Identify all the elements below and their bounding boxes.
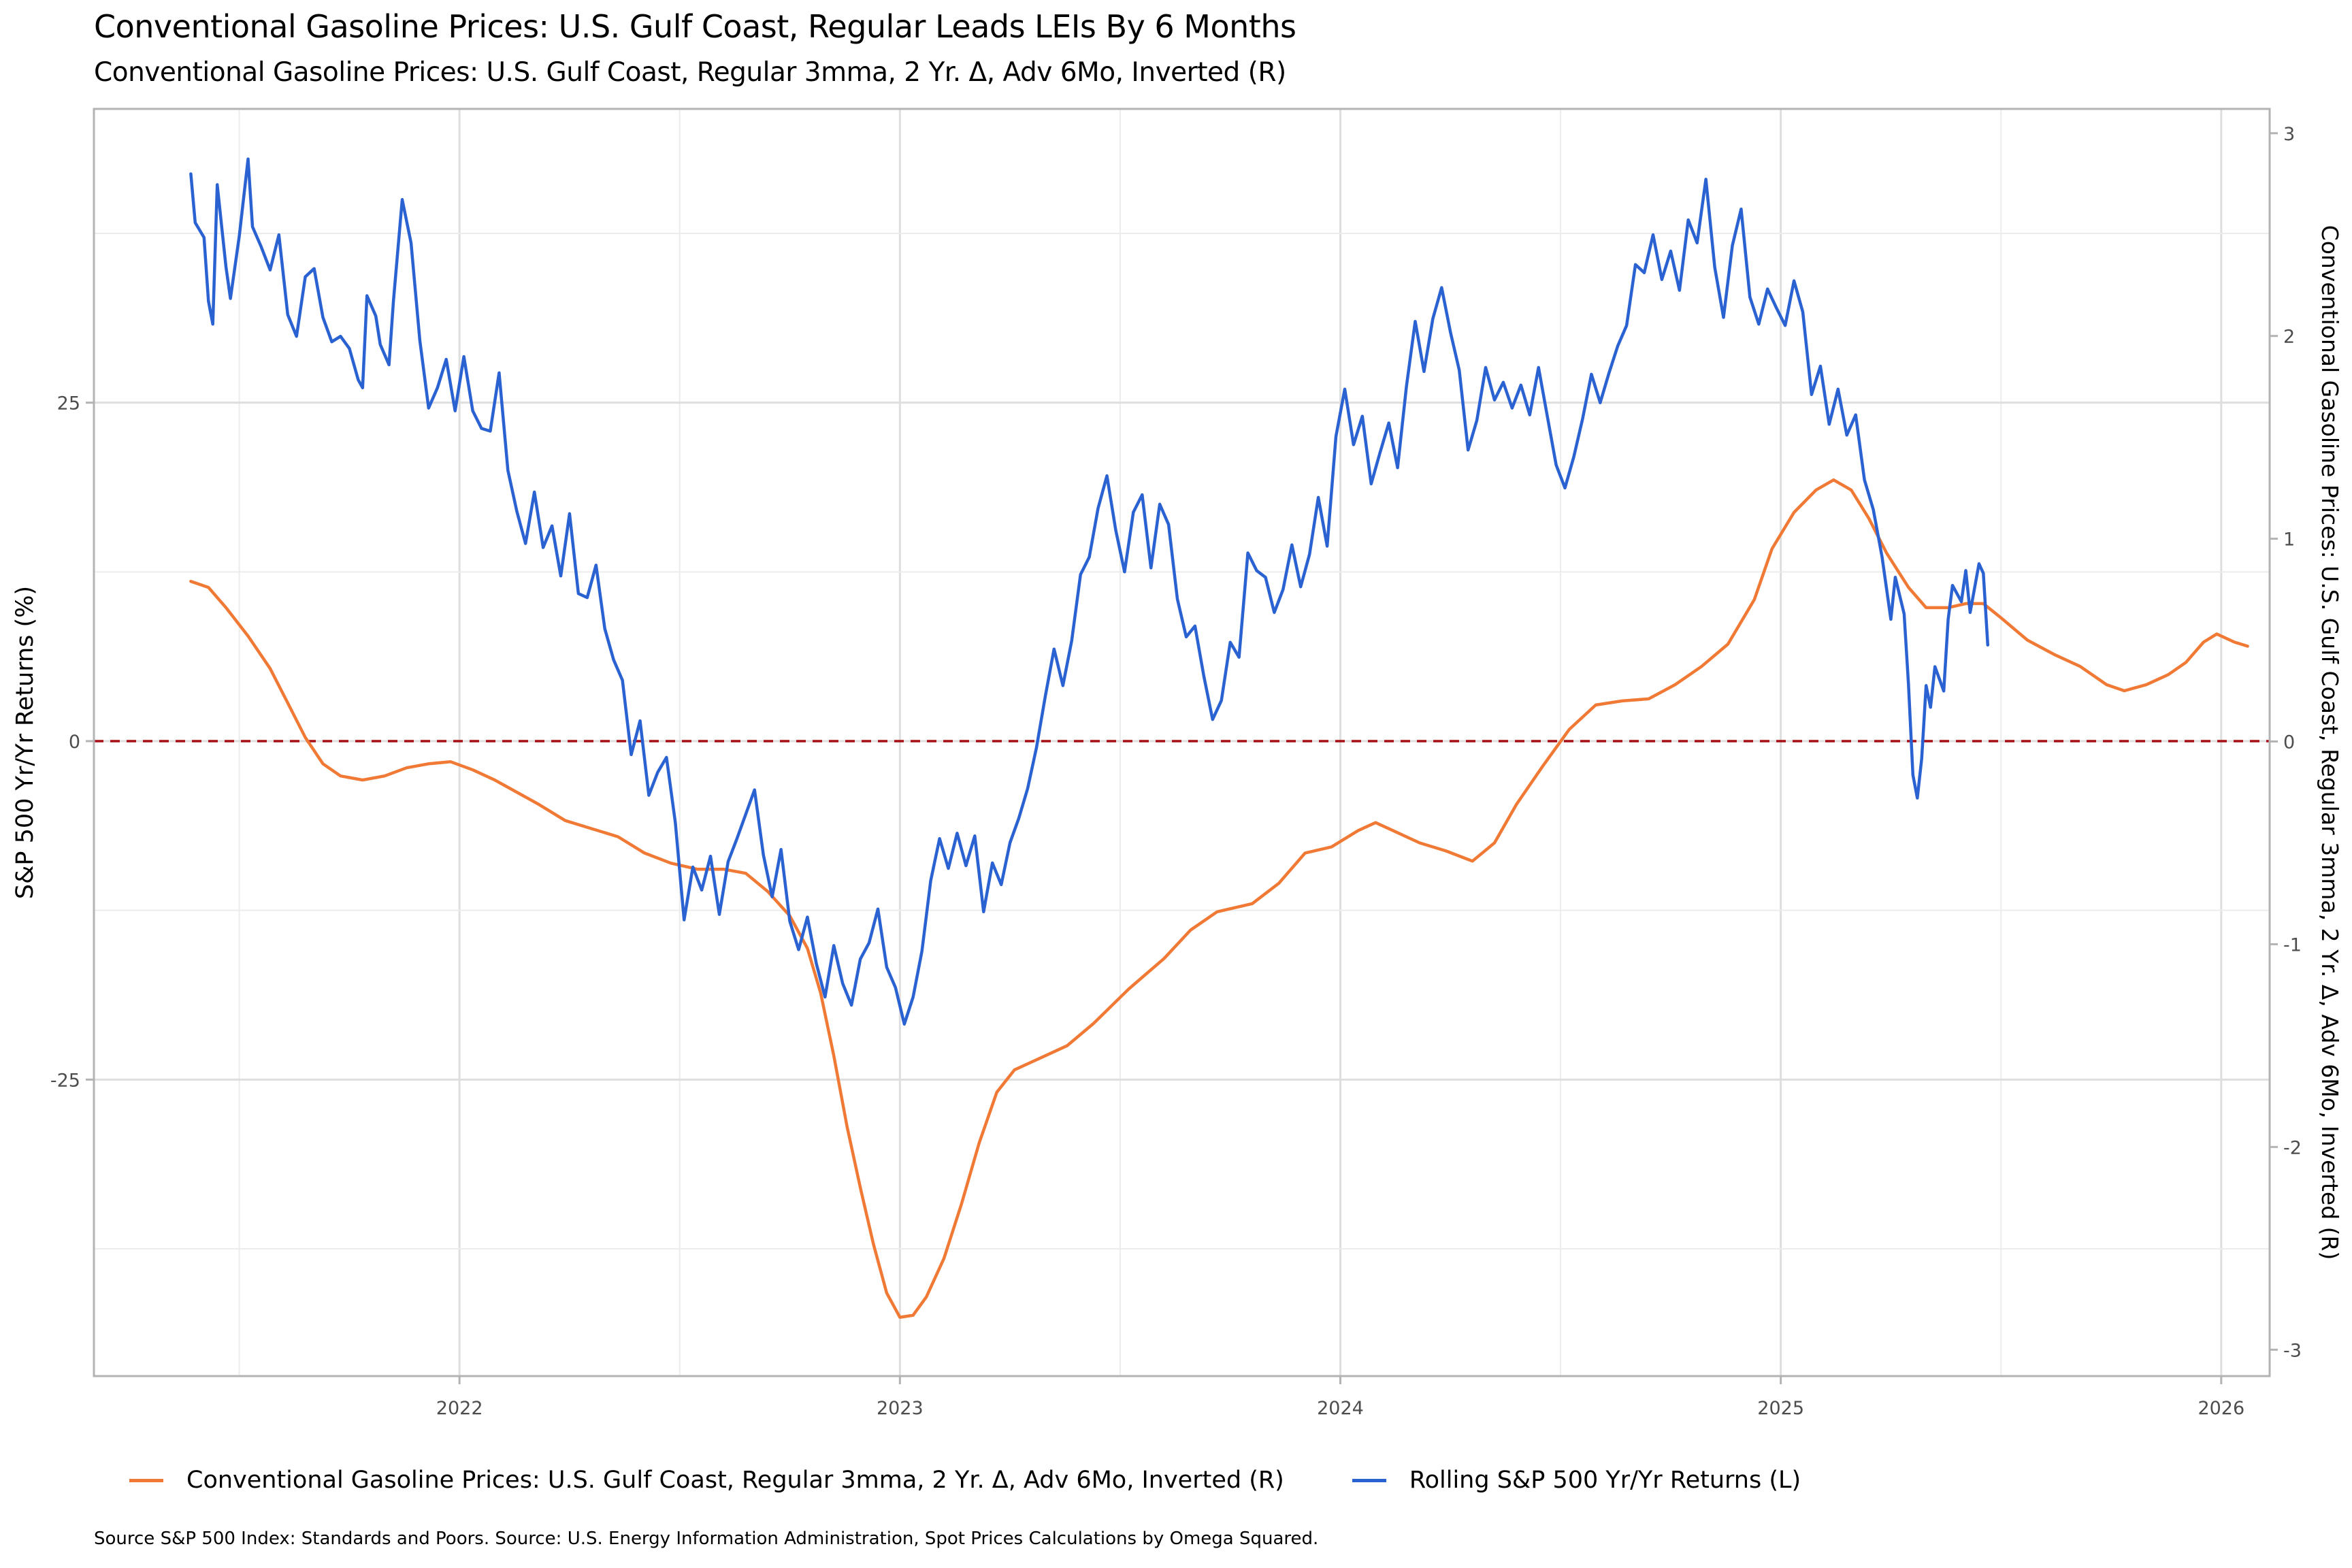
- series-line-gasoline: [189, 478, 2249, 1319]
- x-tick-label: 2023: [877, 1398, 924, 1419]
- y-right-tick-label: -2: [2283, 1137, 2302, 1158]
- legend-item-gasoline[interactable]: Conventional Gasoline Prices: U.S. Gulf …: [129, 1467, 1284, 1494]
- source-note: Source S&P 500 Index: Standards and Poor…: [94, 1529, 1319, 1549]
- x-axis: 2022 2023 2024 2025 2026: [436, 1376, 2244, 1419]
- legend-label-gasoline: Conventional Gasoline Prices: U.S. Gulf …: [186, 1467, 1284, 1494]
- y-right-tick-label: 1: [2283, 529, 2295, 551]
- series-lines: [189, 157, 2249, 1319]
- y-right-tick-label: 2: [2283, 327, 2295, 348]
- legend-item-sp500[interactable]: Rolling S&P 500 Yr/Yr Returns (L): [1352, 1467, 1801, 1494]
- x-tick-label: 2022: [436, 1398, 483, 1419]
- y-axis-left-title: S&P 500 Yr/Yr Returns (%): [12, 586, 39, 899]
- y-left-tick-label: 0: [69, 732, 80, 753]
- legend-swatch-blue: [1352, 1478, 1386, 1482]
- legend: Conventional Gasoline Prices: U.S. Gulf …: [129, 1462, 1869, 1499]
- y-right-tick-label: -1: [2283, 934, 2302, 956]
- y-axis-right: 3 2 1 0 -1 -2 -3: [2270, 124, 2302, 1361]
- y-right-tick-label: 0: [2283, 732, 2295, 753]
- y-left-tick-label: -25: [50, 1070, 80, 1091]
- gridlines: [94, 109, 2270, 1376]
- legend-swatch-orange: [129, 1478, 163, 1482]
- chart-subtitle: Conventional Gasoline Prices: U.S. Gulf …: [94, 57, 1286, 88]
- y-axis-right-title: Conventional Gasoline Prices: U.S. Gulf …: [2317, 225, 2343, 1260]
- y-right-tick-label: 3: [2283, 124, 2295, 145]
- y-right-tick-label: -3: [2283, 1340, 2302, 1361]
- chart-title: Conventional Gasoline Prices: U.S. Gulf …: [94, 8, 1296, 45]
- x-tick-label: 2024: [1317, 1398, 1364, 1419]
- x-tick-label: 2026: [2198, 1398, 2244, 1419]
- legend-label-sp500: Rolling S&P 500 Yr/Yr Returns (L): [1409, 1467, 1801, 1494]
- y-left-tick-label: 25: [57, 393, 80, 414]
- plot-panel-border: [93, 108, 2271, 1377]
- y-axis-left: 25 0 -25: [50, 393, 94, 1091]
- x-tick-label: 2025: [1757, 1398, 1804, 1419]
- series-line-sp500: [189, 157, 1990, 1026]
